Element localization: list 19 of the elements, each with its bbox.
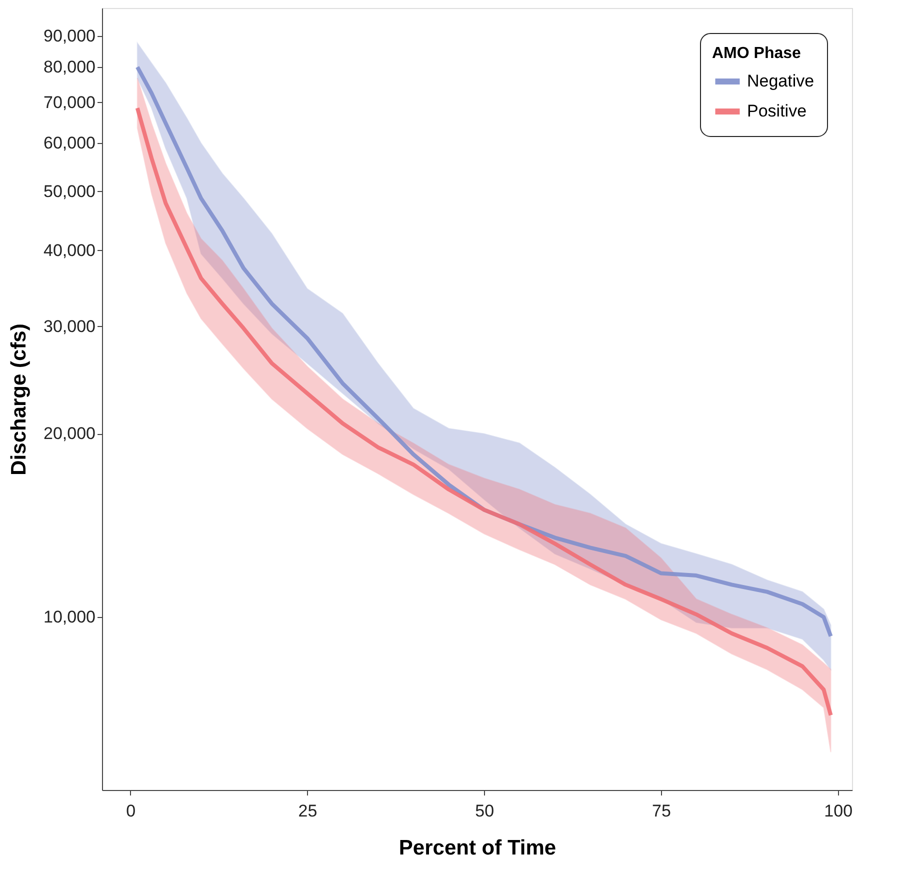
- y-tick-label: 50,000: [44, 182, 96, 201]
- y-tick-label: 40,000: [44, 240, 96, 260]
- y-tick-label: 20,000: [44, 424, 96, 444]
- y-tick-label: 70,000: [44, 92, 96, 112]
- x-tick-label: 100: [824, 802, 853, 820]
- y-axis-title: Discharge (cfs): [8, 324, 31, 476]
- x-tick-label: 0: [126, 802, 136, 820]
- legend-label: Positive: [747, 102, 807, 120]
- y-tick-label: 60,000: [44, 134, 96, 153]
- legend-title: AMO Phase: [712, 45, 802, 62]
- y-tick-label: 80,000: [44, 58, 96, 77]
- y-tick-label: 30,000: [44, 316, 96, 336]
- x-tick-label: 75: [652, 802, 671, 820]
- x-tick-label: 50: [475, 802, 494, 820]
- y-tick-label: 10,000: [44, 608, 96, 627]
- legend-label: Negative: [747, 72, 814, 90]
- x-axis-title: Percent of Time: [398, 836, 556, 860]
- x-tick-label: 25: [298, 802, 318, 820]
- y-tick-label: 90,000: [44, 26, 96, 46]
